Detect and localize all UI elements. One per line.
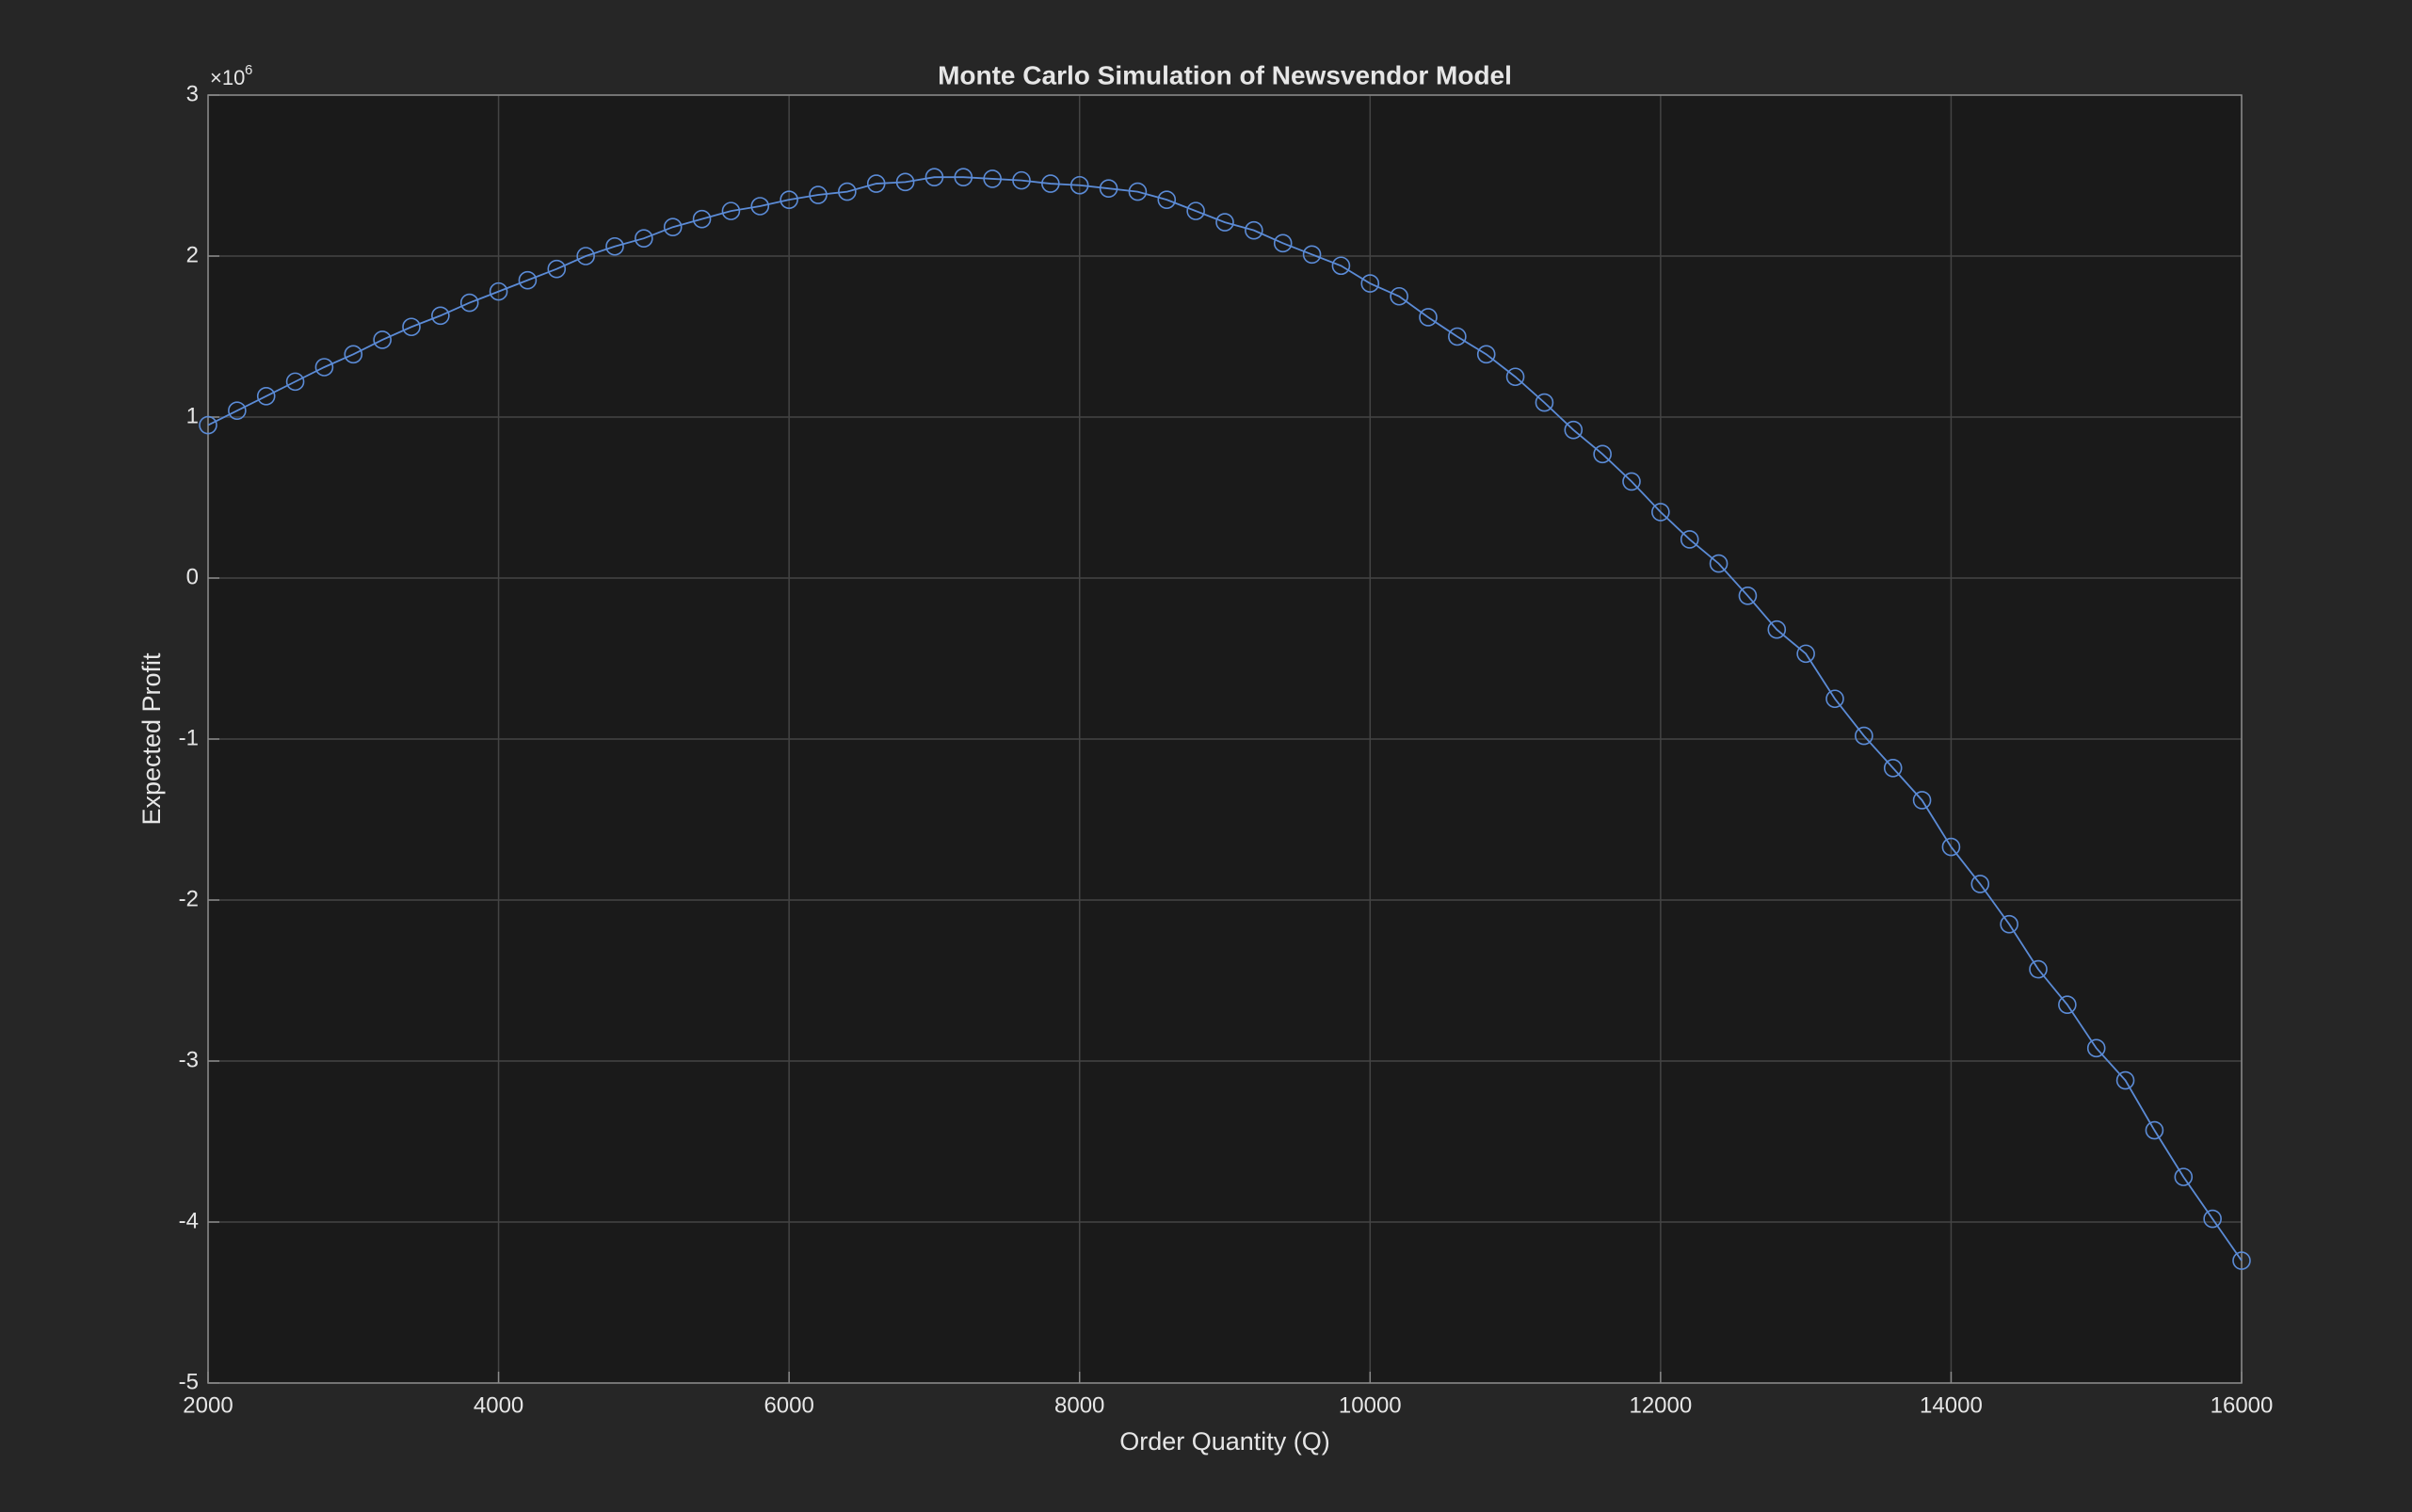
chart-title: Monte Carlo Simulation of Newsvendor Mod… <box>938 60 1512 89</box>
data-point <box>1825 689 1844 709</box>
data-point <box>1709 554 1729 573</box>
data-point <box>256 386 276 406</box>
data-point <box>1535 393 1554 412</box>
data-point <box>373 330 392 349</box>
x-tick-label: 14000 <box>1920 1392 1983 1418</box>
y-tick-label: -1 <box>179 725 199 750</box>
y-multiplier-exponent: 6 <box>245 62 252 78</box>
x-tick-label: 6000 <box>764 1392 813 1418</box>
data-point <box>1302 245 1322 265</box>
data-point <box>489 281 508 301</box>
data-point <box>1390 286 1408 306</box>
x-tick-label: 12000 <box>1629 1392 1692 1418</box>
data-point <box>2145 1120 2164 1140</box>
data-point <box>1157 190 1177 209</box>
data-point <box>983 169 1002 188</box>
data-point <box>228 401 247 420</box>
data-point <box>2174 1167 2194 1186</box>
data-point <box>2115 1070 2135 1090</box>
data-point <box>1883 758 1903 778</box>
data-point <box>809 185 828 204</box>
data-point <box>285 372 305 392</box>
x-tick-label: 8000 <box>1054 1392 1104 1418</box>
data-point <box>431 306 450 326</box>
data-point <box>1069 175 1089 195</box>
data-point <box>1128 182 1148 201</box>
data-point <box>576 247 595 265</box>
data-point <box>866 174 886 193</box>
data-point <box>1099 179 1118 198</box>
data-point <box>1215 213 1234 232</box>
y-tick-label: 1 <box>186 403 199 428</box>
data-point <box>344 345 363 364</box>
data-point <box>2000 914 2018 934</box>
data-point <box>750 197 770 216</box>
x-tick-label: 16000 <box>2211 1392 2274 1418</box>
data-point <box>1245 220 1263 240</box>
data-point <box>780 190 798 209</box>
y-tick-label: -5 <box>179 1369 199 1394</box>
y-tick-label: 3 <box>186 81 199 106</box>
data-point <box>1941 837 1961 857</box>
data-point <box>2029 959 2048 979</box>
data-point <box>1738 587 1758 605</box>
data-point <box>1476 345 1496 364</box>
data-point <box>2203 1209 2222 1229</box>
x-axis-label: Order Quantity (Q) <box>1119 1427 1330 1456</box>
data-point <box>925 168 944 187</box>
data-point <box>721 201 741 220</box>
y-axis-label: Expected Profit <box>137 652 166 826</box>
data-point <box>605 236 624 256</box>
data-point <box>1186 201 1205 220</box>
series-line <box>207 176 2243 1262</box>
y-tick-label: 0 <box>186 564 199 589</box>
data-point <box>1855 726 1873 746</box>
data-point <box>838 182 857 201</box>
data-point <box>1041 174 1060 193</box>
data-point <box>199 415 217 435</box>
data-point <box>459 293 479 313</box>
data-point <box>547 259 567 279</box>
data-point <box>2232 1251 2251 1270</box>
data-point <box>1651 503 1670 522</box>
data-point <box>663 217 683 237</box>
data-point <box>1593 444 1612 464</box>
x-tick-label: 2000 <box>183 1392 233 1418</box>
data-point <box>1796 644 1815 664</box>
x-tick-label: 10000 <box>1339 1392 1402 1418</box>
data-point <box>518 270 538 290</box>
y-tick-label: -4 <box>179 1208 199 1233</box>
data-point <box>1912 791 1932 810</box>
data-point <box>635 229 653 248</box>
data-point <box>692 209 712 229</box>
data-point <box>1680 530 1699 549</box>
x-tick-label: 4000 <box>474 1392 523 1418</box>
data-point <box>1012 170 1031 190</box>
data-point <box>1273 233 1293 253</box>
data-point <box>954 168 973 187</box>
y-tick-label: -2 <box>179 886 199 911</box>
y-multiplier: ×10 <box>210 66 245 89</box>
data-point <box>1505 367 1525 387</box>
data-point <box>1360 274 1380 293</box>
data-point <box>1970 875 1990 893</box>
data-point <box>1331 256 1351 276</box>
y-tick-label: 2 <box>186 242 199 267</box>
data-point <box>1448 327 1467 346</box>
data-point <box>402 317 421 337</box>
data-point <box>895 172 915 192</box>
data-point <box>2086 1038 2106 1058</box>
data-point <box>1419 308 1438 327</box>
data-point <box>2058 995 2077 1014</box>
data-point <box>1767 619 1787 639</box>
data-point <box>1622 472 1641 491</box>
data-point <box>314 358 334 377</box>
data-point <box>1564 420 1584 440</box>
y-tick-label: -3 <box>179 1047 199 1072</box>
